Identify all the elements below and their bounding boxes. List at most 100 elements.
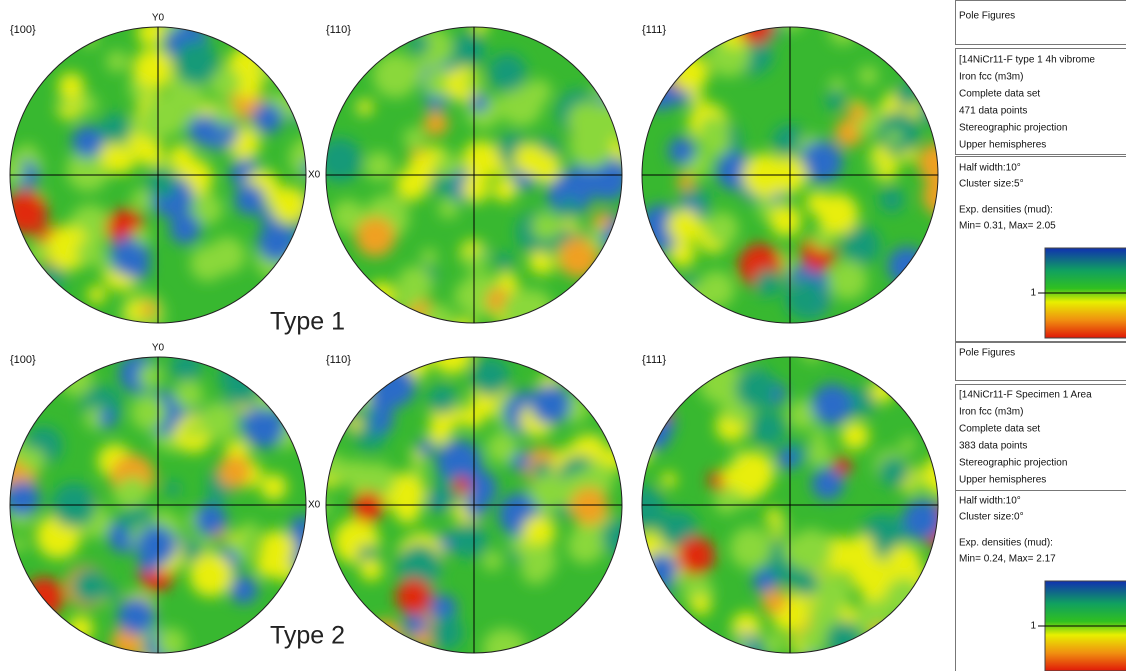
density-blob	[140, 301, 157, 318]
density-blob	[805, 190, 830, 215]
density-blob	[141, 651, 161, 653]
density-blob	[26, 241, 50, 264]
density-blob	[185, 423, 200, 438]
density-blob	[131, 188, 154, 211]
densities-line: Exp. densities (mud):	[959, 538, 1053, 549]
density-blob	[420, 304, 456, 323]
density-blob	[99, 113, 131, 145]
density-blob	[737, 27, 774, 45]
density-blob	[104, 585, 120, 600]
density-blob	[642, 486, 666, 530]
density-blob	[404, 612, 427, 636]
info-line: Upper hemispheres	[959, 475, 1046, 486]
pole-figure	[10, 27, 306, 323]
density-blob	[410, 462, 428, 480]
density-blob	[109, 235, 151, 277]
density-blob	[373, 364, 416, 408]
density-blob	[902, 499, 938, 541]
density-blob	[756, 182, 772, 197]
density-blob	[355, 217, 396, 257]
density-blob	[189, 553, 234, 597]
density-blob	[671, 54, 709, 92]
density-blob	[811, 467, 844, 500]
density-blob	[520, 543, 557, 580]
scale-label: 1	[1030, 621, 1036, 632]
density-blob	[428, 615, 464, 650]
density-blob	[793, 569, 820, 597]
density-blob	[829, 77, 846, 94]
density-blob	[215, 101, 239, 125]
scale-label: 1	[1030, 288, 1036, 299]
density-blob	[331, 199, 365, 233]
density-blob	[403, 127, 426, 150]
density-blob	[117, 596, 156, 636]
density-blob	[922, 104, 938, 122]
density-blob	[173, 187, 195, 210]
density-blob	[742, 153, 788, 198]
density-blob	[895, 82, 920, 107]
density-blob	[132, 48, 174, 89]
density-blob	[482, 628, 524, 653]
density-blob	[689, 90, 704, 105]
density-texture	[326, 357, 622, 653]
figure-title: {100}	[10, 24, 36, 36]
density-blob	[810, 428, 827, 444]
density-blob	[427, 384, 458, 415]
density-blob	[570, 487, 609, 526]
param-line: Half width:10°	[959, 163, 1021, 174]
density-blob	[326, 453, 346, 481]
density-blob	[776, 448, 798, 470]
density-blob	[138, 551, 160, 574]
density-blob	[909, 474, 927, 491]
density-blob	[173, 379, 204, 410]
density-blob	[464, 75, 480, 92]
density-blob	[800, 140, 843, 184]
density-blob	[364, 151, 394, 181]
density-blob	[811, 383, 854, 426]
density-blob	[451, 32, 486, 68]
density-blob	[560, 197, 578, 215]
pole-figure	[642, 27, 938, 323]
density-blob	[499, 82, 543, 127]
density-blob	[165, 481, 181, 496]
density-blob	[429, 594, 457, 622]
density-blob	[352, 491, 384, 523]
density-blob	[720, 27, 751, 48]
density-blob	[81, 30, 99, 47]
density-blob	[761, 588, 787, 615]
density-blob	[642, 445, 651, 465]
density-blob	[689, 187, 711, 208]
density-blob	[67, 615, 94, 642]
density-blob	[469, 93, 489, 112]
density-blob	[750, 410, 786, 447]
density-blob	[679, 285, 712, 317]
x-axis-label: X0	[308, 170, 321, 181]
density-blob	[326, 137, 362, 183]
panel-box	[955, 48, 1126, 155]
density-blob	[884, 577, 924, 618]
density-blob	[289, 135, 306, 180]
density-blob	[223, 359, 270, 406]
density-blob	[642, 416, 672, 451]
density-blob	[145, 168, 176, 199]
density-blob	[394, 497, 421, 524]
density-blob	[71, 567, 108, 605]
density-blob	[869, 144, 890, 165]
density-blob	[106, 50, 129, 73]
density-texture	[10, 357, 306, 653]
density-blob	[258, 55, 283, 80]
info-line: Iron fcc (m3m)	[959, 407, 1023, 418]
density-blob	[341, 459, 371, 489]
density-blob	[199, 402, 238, 441]
density-blob	[117, 476, 149, 508]
density-blob	[495, 252, 514, 271]
density-blob	[170, 357, 202, 383]
density-blob	[697, 115, 730, 147]
density-blob	[156, 627, 187, 653]
density-blob	[132, 227, 151, 245]
density-blob	[372, 52, 419, 99]
density-blob	[492, 177, 518, 202]
density-blob	[359, 558, 383, 581]
param-line: Cluster size:0°	[959, 512, 1024, 523]
